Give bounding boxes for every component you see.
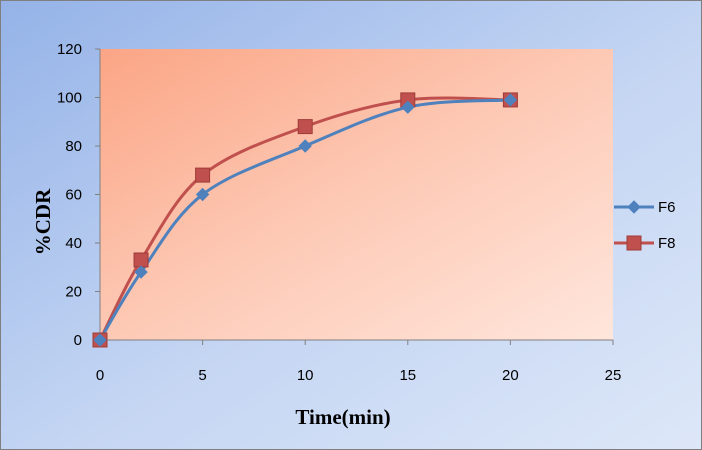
y-tick-label: 20 bbox=[65, 284, 82, 301]
x-axis-title: Time(min) bbox=[295, 405, 390, 429]
data-point-f6 bbox=[93, 333, 107, 347]
x-tick-label: 15 bbox=[399, 367, 416, 384]
legend-marker-f8 bbox=[626, 235, 642, 251]
y-tick-label: 40 bbox=[65, 235, 82, 252]
data-point-f8 bbox=[297, 119, 313, 135]
x-tick-label: 20 bbox=[502, 367, 519, 384]
y-tick-label: 0 bbox=[74, 332, 82, 349]
data-point-f8 bbox=[133, 252, 149, 268]
y-tick-label: 60 bbox=[65, 187, 82, 204]
legend-label-f8: F8 bbox=[658, 235, 676, 252]
x-tick-label: 25 bbox=[605, 367, 622, 384]
y-tick-label: 100 bbox=[57, 90, 82, 107]
data-point-f6 bbox=[298, 139, 312, 153]
legend-label-f6: F6 bbox=[658, 199, 676, 216]
legend-marker-f6 bbox=[627, 200, 641, 214]
y-axis-title: %CDR bbox=[31, 188, 55, 255]
data-point-f6 bbox=[195, 187, 210, 202]
data-point-f6 bbox=[503, 93, 518, 107]
x-tick-label: 10 bbox=[297, 367, 314, 384]
data-point-f6 bbox=[134, 265, 148, 279]
data-point-f6 bbox=[401, 100, 415, 114]
plot-area bbox=[100, 49, 613, 340]
data-point-f8 bbox=[195, 167, 211, 183]
x-tick-label: 5 bbox=[198, 367, 206, 384]
y-tick-label: 80 bbox=[65, 138, 82, 155]
y-tick-label: 120 bbox=[57, 41, 82, 58]
x-tick-label: 0 bbox=[96, 367, 104, 384]
